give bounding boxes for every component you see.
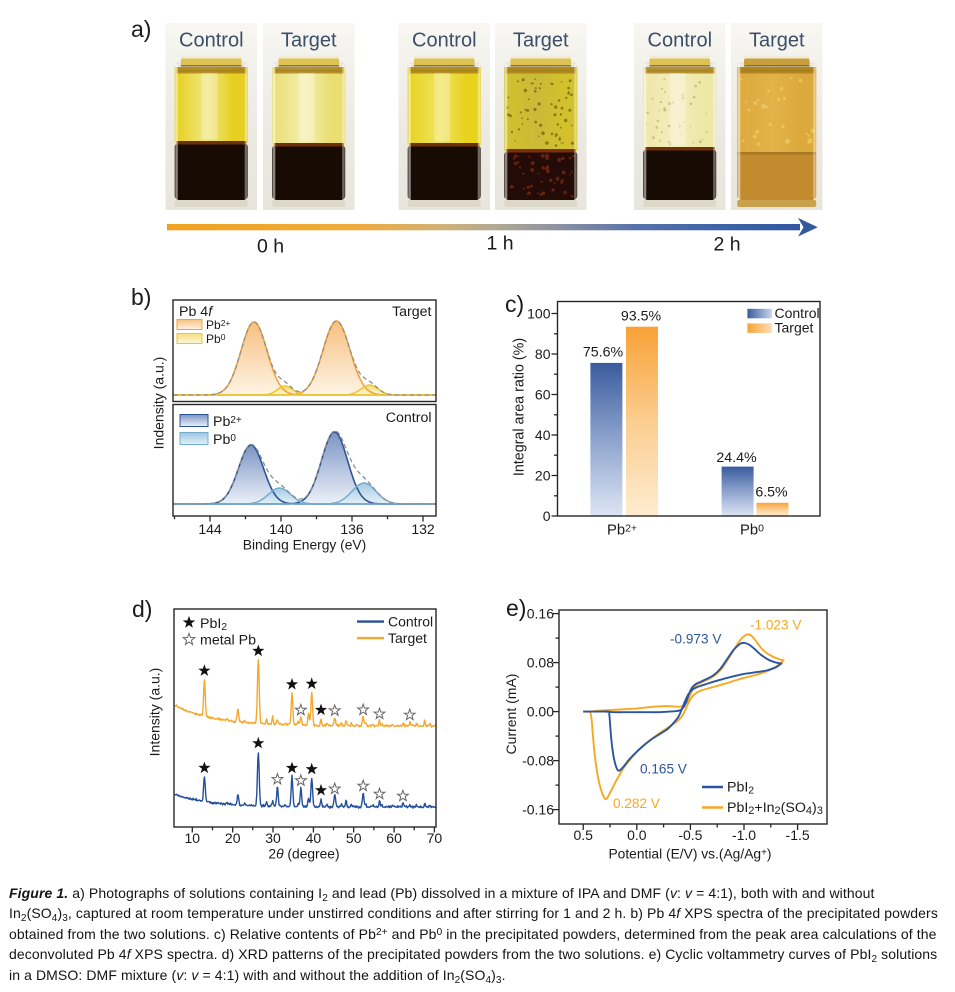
svg-text:Target: Target — [513, 30, 569, 52]
svg-text:Control: Control — [388, 614, 433, 630]
svg-text:e): e) — [506, 595, 526, 621]
svg-text:b): b) — [131, 284, 151, 310]
svg-text:-0.16: -0.16 — [522, 802, 554, 818]
svg-text:Binding Energy (eV): Binding Energy (eV) — [243, 538, 366, 553]
svg-text:132: 132 — [411, 521, 435, 537]
svg-text:Indensity (a.u.): Indensity (a.u.) — [151, 357, 167, 450]
svg-text:Control: Control — [179, 30, 243, 52]
svg-text:Pb 4f: Pb 4f — [179, 304, 214, 320]
svg-text:c): c) — [505, 291, 524, 317]
svg-text:1 h: 1 h — [486, 233, 513, 255]
svg-text:0.16: 0.16 — [527, 606, 554, 622]
svg-text:PbI2: PbI2 — [200, 616, 227, 633]
svg-text:Target: Target — [392, 304, 431, 320]
svg-text:136: 136 — [340, 521, 364, 537]
svg-text:Control: Control — [775, 305, 820, 321]
svg-text:-1.5: -1.5 — [786, 827, 810, 843]
svg-text:40: 40 — [306, 830, 322, 846]
svg-text:Pb0: Pb0 — [206, 332, 226, 346]
svg-text:140: 140 — [269, 521, 293, 537]
svg-text:-0.08: -0.08 — [522, 753, 554, 769]
svg-text:a): a) — [131, 16, 151, 42]
svg-text:Control: Control — [412, 30, 476, 52]
svg-text:Intensity (a.u.): Intensity (a.u.) — [147, 668, 163, 757]
svg-text:10: 10 — [185, 830, 201, 846]
svg-text:d): d) — [132, 596, 152, 622]
svg-text:PbI2: PbI2 — [727, 780, 754, 797]
svg-text:50: 50 — [346, 830, 362, 846]
svg-text:Integral area ratio (%): Integral area ratio (%) — [512, 338, 528, 476]
svg-text:Current (mA): Current (mA) — [503, 674, 519, 755]
svg-text:2θ (degree): 2θ (degree) — [268, 847, 339, 862]
svg-text:Pb0: Pb0 — [740, 522, 764, 538]
svg-text:Control: Control — [386, 410, 432, 426]
svg-text:0.165 V: 0.165 V — [640, 762, 687, 777]
svg-text:93.5%: 93.5% — [621, 309, 662, 325]
svg-text:20: 20 — [225, 830, 241, 846]
svg-text:Pb2+: Pb2+ — [206, 318, 230, 332]
svg-text:Target: Target — [749, 30, 805, 52]
svg-text:144: 144 — [198, 521, 222, 537]
svg-text:Potential (E/V) vs.(Ag/Ag+): Potential (E/V) vs.(Ag/Ag+) — [608, 847, 771, 862]
svg-text:30: 30 — [265, 830, 281, 846]
svg-text:2 h: 2 h — [713, 234, 740, 256]
svg-text:Pb0: Pb0 — [213, 432, 236, 448]
svg-text:6.5%: 6.5% — [755, 485, 788, 501]
svg-text:Target: Target — [281, 30, 337, 52]
svg-text:Target: Target — [388, 630, 427, 646]
svg-text:metal Pb: metal Pb — [200, 633, 256, 649]
svg-text:60: 60 — [386, 830, 402, 846]
svg-text:PbI2+In2(SO4)3: PbI2+In2(SO4)3 — [727, 800, 823, 817]
svg-text:70: 70 — [427, 830, 443, 846]
svg-text:0.08: 0.08 — [527, 655, 554, 671]
svg-text:20: 20 — [535, 468, 551, 484]
svg-text:60: 60 — [535, 387, 551, 403]
svg-text:0: 0 — [543, 508, 551, 524]
svg-text:-0.973 V: -0.973 V — [670, 632, 721, 647]
svg-text:0.00: 0.00 — [527, 704, 554, 720]
svg-text:0.5: 0.5 — [573, 827, 593, 843]
svg-text:40: 40 — [535, 427, 551, 443]
svg-text:Pb2+: Pb2+ — [607, 522, 637, 538]
svg-text:-1.023 V: -1.023 V — [750, 618, 801, 633]
svg-text:80: 80 — [535, 346, 551, 362]
svg-text:0 h: 0 h — [257, 236, 284, 258]
svg-text:-1.0: -1.0 — [732, 827, 756, 843]
svg-text:Control: Control — [648, 30, 712, 52]
svg-text:-0.5: -0.5 — [678, 827, 702, 843]
svg-text:0.0: 0.0 — [627, 827, 647, 843]
svg-text:24.4%: 24.4% — [716, 450, 757, 466]
svg-text:100: 100 — [527, 306, 551, 322]
svg-text:75.6%: 75.6% — [583, 345, 624, 361]
svg-text:Target: Target — [775, 320, 814, 336]
svg-text:0.282 V: 0.282 V — [613, 796, 660, 811]
svg-text:Pb2+: Pb2+ — [213, 414, 242, 430]
